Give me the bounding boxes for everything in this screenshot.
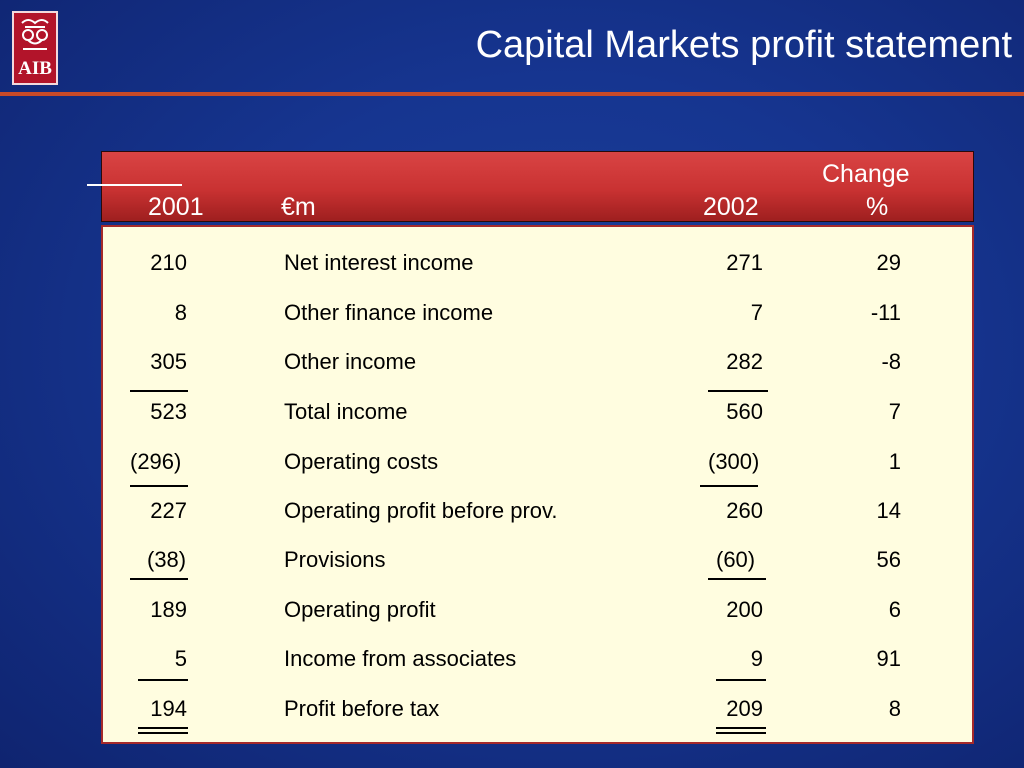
- col-header-change-unit: %: [866, 193, 889, 221]
- col-header-change: Change: [822, 160, 910, 188]
- value-2001: 194: [150, 696, 187, 721]
- value-2001: 305: [150, 349, 187, 374]
- subtotal-rule-2001: [130, 390, 188, 392]
- col-header-2001: 2001: [148, 193, 204, 221]
- value-2002: 282: [726, 349, 763, 374]
- value-2002: 209: [726, 696, 763, 721]
- value-2001: (38): [147, 547, 187, 572]
- value-2002: 271: [726, 250, 763, 275]
- value-change: 6: [888, 597, 901, 622]
- value-2001: 523: [150, 399, 187, 424]
- col-header-2002: 2002: [703, 193, 759, 221]
- table-header-band: [101, 151, 974, 222]
- row-label: Total income: [284, 399, 408, 424]
- value-2001: 227: [150, 498, 187, 523]
- row-label: Income from associates: [284, 646, 517, 671]
- value-2002: 200: [726, 597, 763, 622]
- total-double-rule-2001: [138, 727, 188, 734]
- subtotal-rule-2001: [138, 679, 188, 681]
- value-2002: 260: [726, 498, 763, 523]
- value-2002: 9: [750, 646, 763, 671]
- row-label: Other income: [284, 349, 417, 374]
- page-title: Capital Markets profit statement: [475, 24, 1012, 66]
- subtotal-rule-2001: [130, 578, 188, 580]
- header-rule-2001: [87, 184, 182, 186]
- value-change: -8: [881, 349, 901, 374]
- value-change: 56: [876, 547, 901, 572]
- row-label: Operating costs: [284, 449, 439, 474]
- value-2002: 560: [726, 399, 763, 424]
- row-label: Provisions: [284, 547, 386, 572]
- value-change: 91: [876, 646, 901, 671]
- value-2002: (60): [716, 547, 756, 572]
- value-2001: 5: [174, 646, 187, 671]
- value-change: 7: [888, 399, 901, 424]
- value-change: 29: [876, 250, 901, 275]
- value-2001: 210: [150, 250, 187, 275]
- aib-logo: AIB: [12, 11, 58, 85]
- value-2002: 7: [750, 300, 763, 325]
- col-header-label: €m: [281, 193, 316, 221]
- row-label: Net interest income: [284, 250, 474, 275]
- title-divider: [0, 92, 1024, 96]
- subtotal-rule-2001: [130, 485, 188, 487]
- row-label: Operating profit before prov.: [284, 498, 558, 523]
- value-2002: (300): [708, 449, 760, 474]
- value-change: 8: [888, 696, 901, 721]
- value-2001: 189: [150, 597, 187, 622]
- subtotal-rule-2002: [716, 679, 766, 681]
- value-change: 14: [876, 498, 901, 523]
- value-2001: 8: [174, 300, 187, 325]
- row-label: Other finance income: [284, 300, 494, 325]
- logo-text: AIB: [18, 58, 52, 79]
- value-2001: (296): [130, 449, 182, 474]
- value-change: 1: [888, 449, 901, 474]
- row-label: Operating profit: [284, 597, 436, 622]
- subtotal-rule-2002: [708, 578, 766, 580]
- subtotal-rule-2002: [708, 390, 768, 392]
- value-change: -11: [870, 300, 901, 325]
- ark-emblem-icon: [21, 19, 49, 50]
- subtotal-rule-2002: [700, 485, 758, 487]
- row-label: Profit before tax: [284, 696, 440, 721]
- profit-statement-table: [101, 225, 974, 744]
- total-double-rule-2002: [716, 727, 766, 734]
